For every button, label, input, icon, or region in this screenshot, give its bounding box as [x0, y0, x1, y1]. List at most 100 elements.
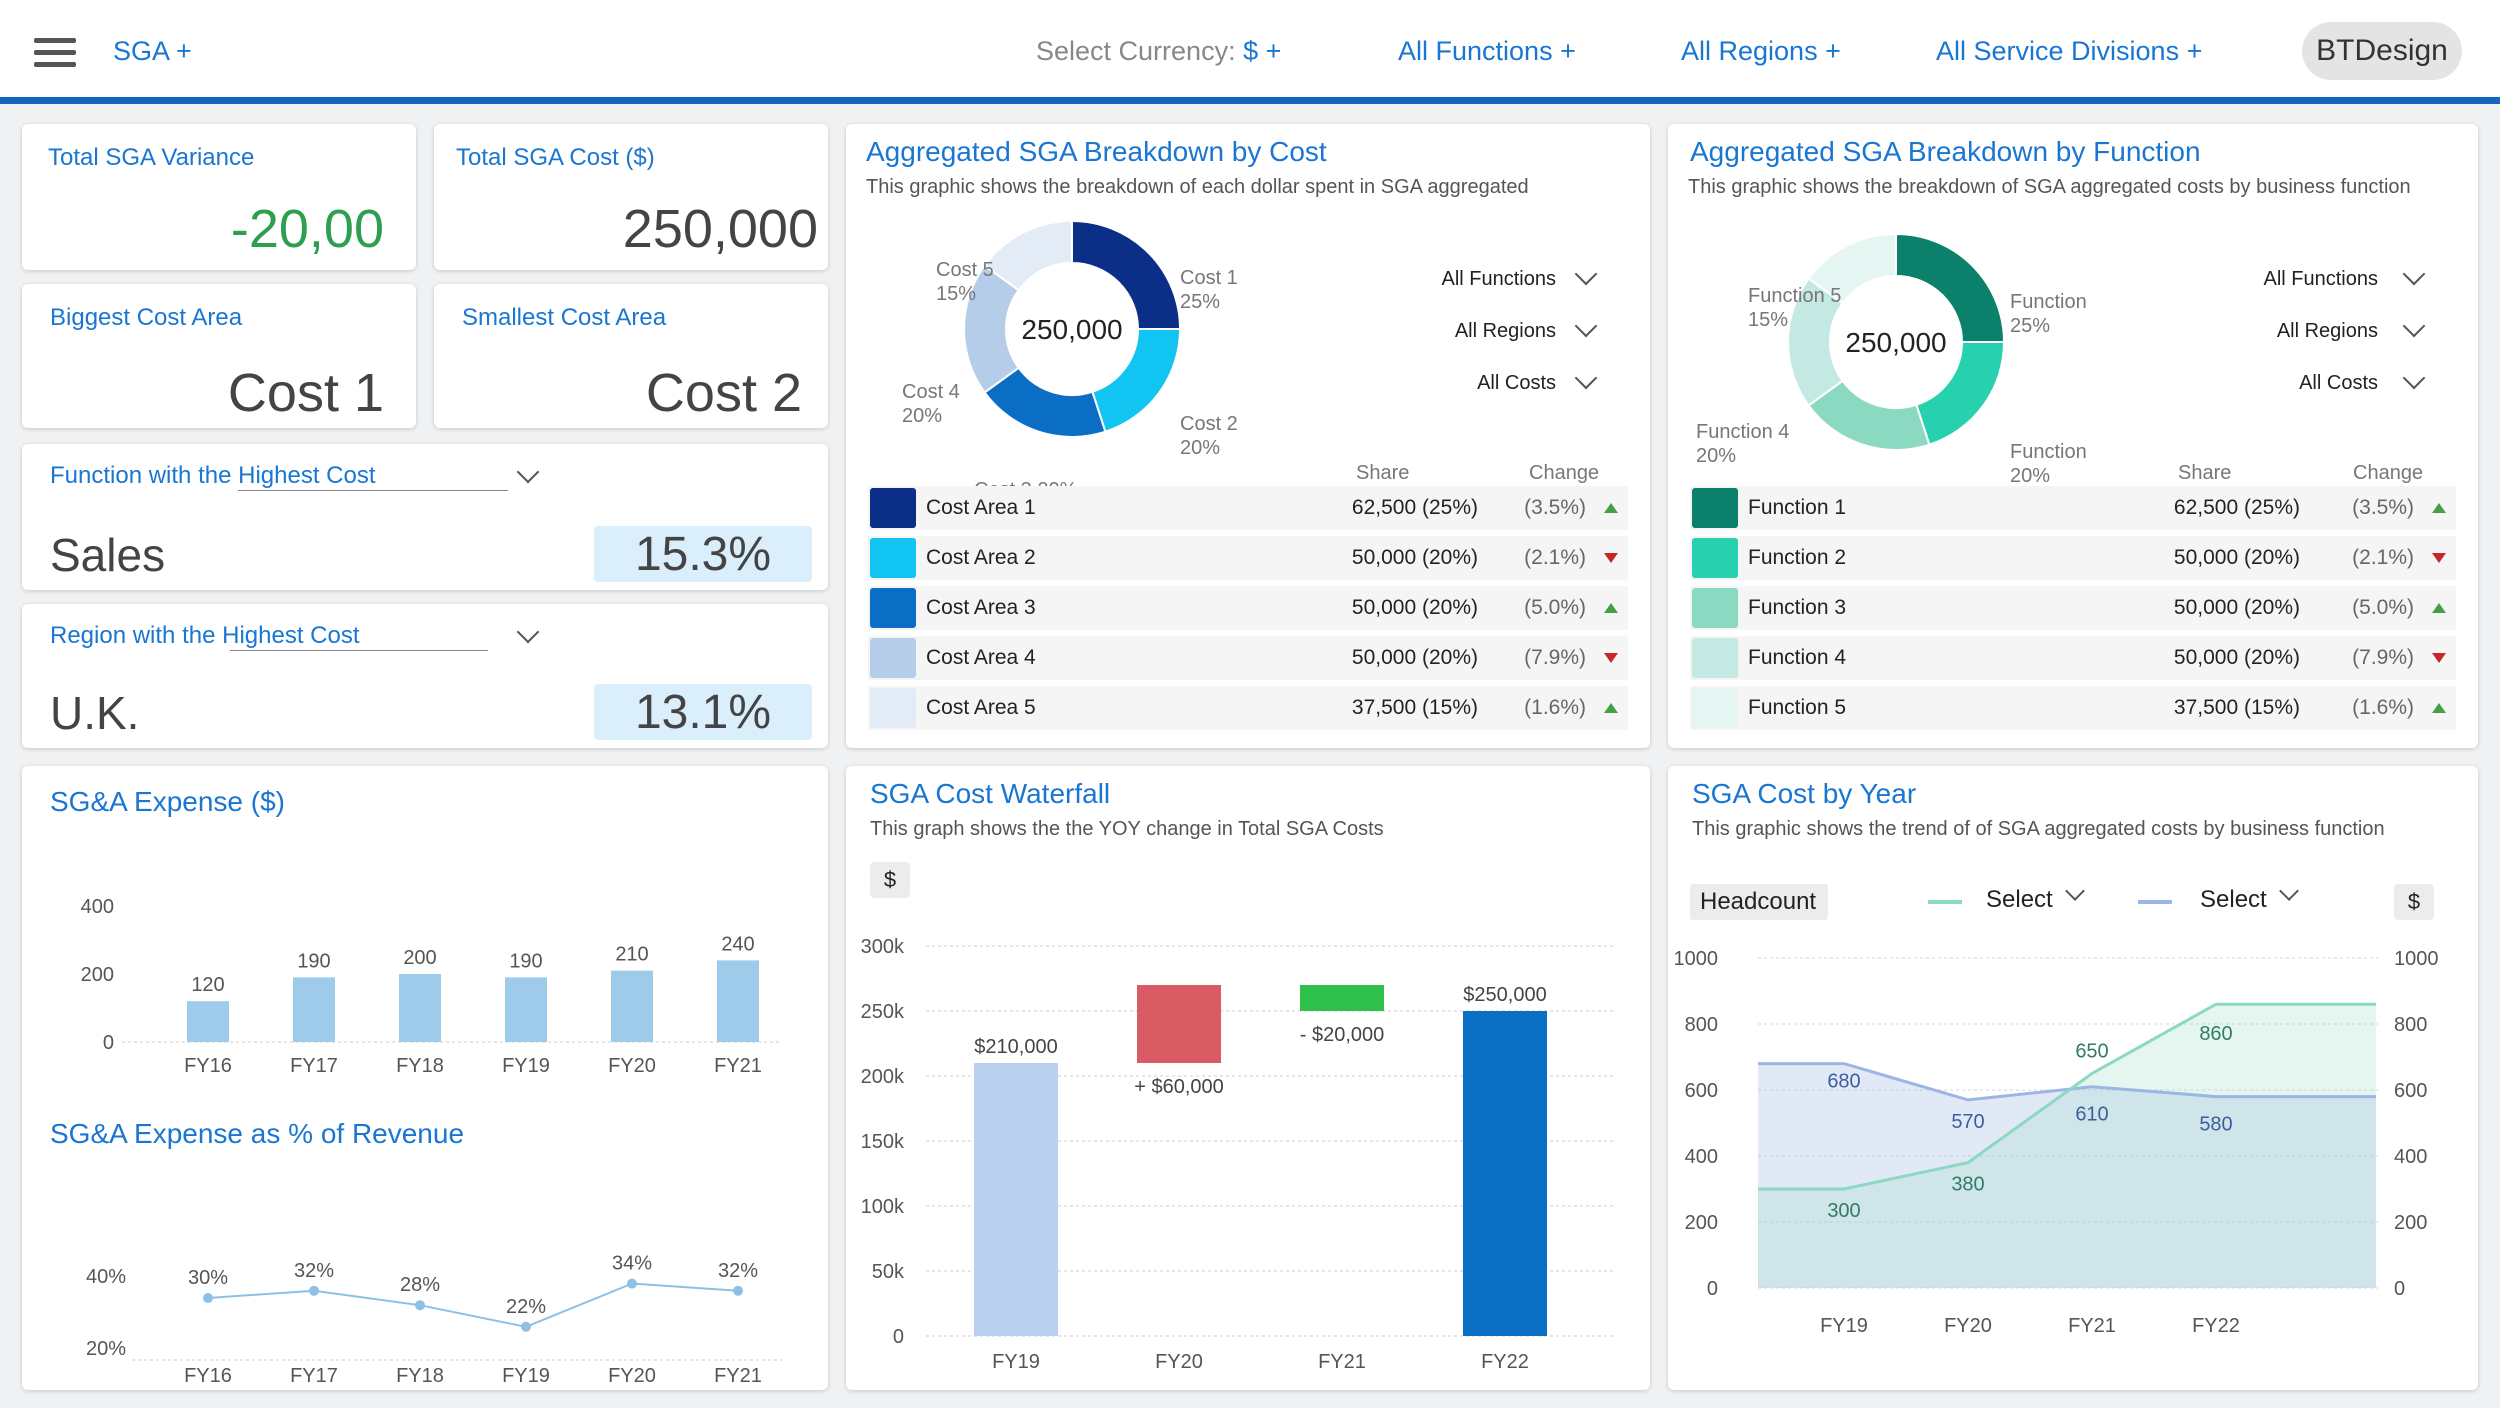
unit-button[interactable]: $: [870, 862, 910, 898]
y-tick-label-right: 1000: [2394, 948, 2439, 970]
color-swatch: [870, 638, 916, 678]
chart-description: This graph shows the the YOY change in T…: [870, 818, 1384, 840]
line-point[interactable]: [415, 1300, 425, 1311]
filter-functions[interactable]: All Functions: [2263, 268, 2379, 290]
table-row[interactable]: Cost Area 1 62,500 (25%) (3.5%): [868, 486, 1628, 530]
table-row[interactable]: Function 3 50,000 (20%) (5.0%): [1690, 586, 2456, 630]
waterfall-bar[interactable]: [974, 1063, 1058, 1336]
headcount-toggle[interactable]: Headcount: [1690, 884, 1828, 920]
table-row[interactable]: Cost Area 2 50,000 (20%) (2.1%): [868, 536, 1628, 580]
donut-label-pct: 20%: [1180, 437, 1220, 459]
service-divisions-filter[interactable]: All Service Divisions +: [1936, 36, 2203, 66]
series-b-line[interactable]: [1758, 1062, 2376, 1102]
title-link[interactable]: Highest Cost: [238, 462, 376, 489]
series-line: [207, 1282, 739, 1328]
bar-value-label: + $60,000: [1134, 1076, 1224, 1098]
line-point[interactable]: [203, 1293, 213, 1303]
donut-label-name: Function 5: [1748, 285, 1841, 307]
chevron-down-icon[interactable]: [2402, 262, 2426, 286]
chevron-down-icon[interactable]: [2279, 881, 2299, 901]
kpi-title: Total SGA Cost ($): [456, 144, 655, 171]
chevron-down-icon[interactable]: [1574, 262, 1598, 286]
series-b-select[interactable]: Select: [2200, 886, 2267, 913]
function-highest-cost-card: Function with the Highest Cost Sales 15.…: [22, 444, 828, 590]
top-bar: SGA + Select Currency: $ + All Functions…: [0, 0, 2500, 104]
y-tick-label-left: 200: [1685, 1212, 1718, 1234]
card-title: Region with the Highest Cost: [50, 622, 360, 650]
x-tick-label: FY17: [290, 1365, 338, 1386]
menu-icon[interactable]: [34, 38, 76, 68]
filter-regions[interactable]: All Regions: [1454, 320, 1556, 342]
color-swatch: [870, 488, 916, 528]
waterfall-bar[interactable]: [1463, 1011, 1547, 1336]
chevron-down-icon[interactable]: [516, 620, 540, 644]
x-tick-label: FY21: [714, 1055, 762, 1076]
donut-slice-5[interactable]: [983, 219, 1073, 292]
donut-slice-5[interactable]: [1807, 232, 1897, 305]
bar[interactable]: [611, 970, 653, 1042]
regions-filter[interactable]: All Regions +: [1681, 36, 1841, 66]
filter-functions[interactable]: All Functions: [1441, 268, 1557, 290]
x-tick-label: FY21: [2068, 1315, 2116, 1337]
chevron-down-icon[interactable]: [516, 460, 540, 484]
chevron-down-icon[interactable]: [2402, 314, 2426, 338]
line-point[interactable]: [627, 1278, 637, 1289]
kpi-value: 250,000: [622, 199, 818, 259]
row-change: (1.6%): [1524, 696, 1586, 719]
series-a-legend-swatch: [1928, 900, 1962, 904]
x-tick-label: FY22: [2192, 1315, 2240, 1337]
filter-regions[interactable]: All Regions: [2276, 320, 2378, 342]
filter-costs[interactable]: All Costs: [1477, 372, 1556, 394]
chevron-down-icon[interactable]: [2065, 881, 2085, 901]
arrow-up-icon: [2432, 603, 2446, 613]
line-point[interactable]: [309, 1285, 319, 1296]
currency-label: Select Currency:: [1036, 36, 1236, 66]
y-tick-label: 200: [81, 964, 114, 986]
bar[interactable]: [293, 977, 335, 1042]
x-tick-label: FY18: [396, 1365, 444, 1386]
bar[interactable]: [187, 1001, 229, 1042]
donut-slice-1[interactable]: [1071, 219, 1182, 330]
series-b-value-label: 610: [2075, 1104, 2108, 1126]
brand-badge[interactable]: BTDesign: [2302, 22, 2462, 80]
table-row[interactable]: Function 4 50,000 (20%) (7.9%): [1690, 636, 2456, 680]
color-swatch: [1692, 638, 1738, 678]
bar-value-label: 240: [721, 933, 754, 955]
line-point[interactable]: [521, 1321, 531, 1332]
table-row[interactable]: Cost Area 4 50,000 (20%) (7.9%): [868, 636, 1628, 680]
table-row[interactable]: Function 2 50,000 (20%) (2.1%): [1690, 536, 2456, 580]
donut-slice-1[interactable]: [1895, 232, 2006, 343]
bar[interactable]: [717, 960, 759, 1042]
bar-value-label: 210: [615, 944, 648, 966]
series-a-value-label: 380: [1951, 1174, 1984, 1196]
table-row[interactable]: Cost Area 3 50,000 (20%) (5.0%): [868, 586, 1628, 630]
series-a-select[interactable]: Select: [1986, 886, 2053, 913]
arrow-up-icon: [2432, 503, 2446, 513]
waterfall-bar[interactable]: [1300, 985, 1384, 1011]
bar[interactable]: [399, 974, 441, 1042]
app-menu-link[interactable]: SGA +: [113, 36, 192, 66]
chevron-down-icon[interactable]: [1574, 366, 1598, 390]
functions-filter[interactable]: All Functions +: [1398, 36, 1576, 66]
arrow-up-icon: [1604, 503, 1618, 513]
waterfall-chart: 300k 250k 200k 150k 100k 50k 0 $210,000 FY19 + $6…: [861, 936, 1616, 1373]
series-a-line[interactable]: [1758, 1002, 2376, 1191]
table-row[interactable]: Cost Area 5 37,500 (15%) (1.6%): [868, 686, 1628, 730]
table-row[interactable]: Function 5 37,500 (15%) (1.6%): [1690, 686, 2456, 730]
kpi-smallest-cost-area: Smallest Cost Area Cost 2: [434, 284, 828, 428]
row-label: Function 2: [1748, 546, 1847, 569]
donut-center-value: 250,000: [1021, 314, 1122, 345]
series-a-area: [1758, 1004, 2376, 1288]
donut-label-name: Function 2: [2010, 441, 2088, 463]
line-point[interactable]: [733, 1285, 743, 1296]
filter-costs[interactable]: All Costs: [2299, 372, 2378, 394]
chevron-down-icon[interactable]: [2402, 366, 2426, 390]
unit-button[interactable]: $: [2394, 884, 2434, 920]
waterfall-bar[interactable]: [1137, 985, 1221, 1063]
currency-selector[interactable]: Select Currency: $ +: [1036, 36, 1281, 67]
title-link[interactable]: Highest Cost: [222, 622, 360, 649]
cost-by-year-chart: 1000 1000 800 800 600 600 400 400 200 200 0 0 300 380…: [1674, 948, 2439, 1337]
bar[interactable]: [505, 977, 547, 1042]
table-row[interactable]: Function 1 62,500 (25%) (3.5%): [1690, 486, 2456, 530]
chevron-down-icon[interactable]: [1574, 314, 1598, 338]
